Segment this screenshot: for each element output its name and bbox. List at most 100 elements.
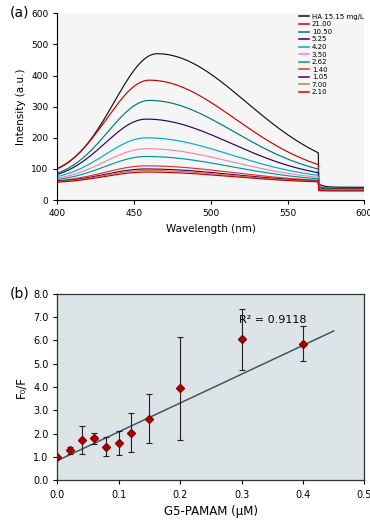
HA 15.15 mg/L xyxy=(261,113,265,119)
5.25 xyxy=(362,186,367,193)
4.20 xyxy=(237,154,241,161)
4.20 xyxy=(261,161,265,167)
5.25 xyxy=(261,154,265,160)
5.25 xyxy=(287,163,291,169)
1.05 xyxy=(55,178,60,184)
4.20 xyxy=(144,135,149,141)
21.00 xyxy=(287,149,291,156)
3.50 xyxy=(362,187,367,193)
Text: R² = 0.9118: R² = 0.9118 xyxy=(239,315,306,325)
2.10 xyxy=(195,171,199,177)
7.00 xyxy=(110,171,114,177)
Text: (a): (a) xyxy=(10,6,29,20)
1.05 xyxy=(144,166,149,172)
Legend: HA 15.15 mg/L, 21.00, 10.50, 5.25, 4.20, 3.50, 2.62, 1.40, 1.05, 7.00, 2.10: HA 15.15 mg/L, 21.00, 10.50, 5.25, 4.20,… xyxy=(299,14,364,95)
Line: 3.50: 3.50 xyxy=(57,149,364,190)
10.50 xyxy=(195,109,199,115)
2.10 xyxy=(261,176,265,182)
21.00 xyxy=(134,81,138,88)
4.20 xyxy=(134,136,138,142)
5.25 xyxy=(134,118,138,124)
3.50 xyxy=(195,151,199,157)
3.50 xyxy=(287,171,291,177)
2.62 xyxy=(144,153,149,159)
21.00 xyxy=(261,135,265,141)
1.40 xyxy=(110,167,114,174)
4.20 xyxy=(362,186,367,193)
10.50 xyxy=(55,170,60,176)
2.62 xyxy=(134,154,138,161)
2.10 xyxy=(362,187,367,194)
5.25 xyxy=(110,134,114,140)
HA 15.15 mg/L xyxy=(237,93,241,99)
10.50 xyxy=(287,156,291,163)
1.40 xyxy=(261,173,265,179)
7.00 xyxy=(55,178,60,185)
10.50 xyxy=(134,101,138,108)
Line: 1.40: 1.40 xyxy=(57,166,364,191)
3.50 xyxy=(237,161,241,167)
1.05 xyxy=(195,168,199,174)
5.25 xyxy=(237,144,241,150)
1.05 xyxy=(287,176,291,183)
7.00 xyxy=(134,168,138,174)
1.05 xyxy=(237,172,241,178)
HA 15.15 mg/L xyxy=(110,103,114,110)
21.00 xyxy=(237,118,241,125)
HA 15.15 mg/L xyxy=(55,165,60,172)
5.25 xyxy=(144,116,149,122)
X-axis label: G5-PAMAM (μM): G5-PAMAM (μM) xyxy=(164,505,258,518)
7.00 xyxy=(287,177,291,183)
3.50 xyxy=(144,146,149,152)
1.40 xyxy=(55,177,60,184)
2.10 xyxy=(134,169,138,176)
HA 15.15 mg/L xyxy=(362,184,367,191)
2.62 xyxy=(55,176,60,183)
2.10 xyxy=(144,169,149,175)
3.50 xyxy=(261,166,265,172)
21.00 xyxy=(195,91,199,97)
10.50 xyxy=(110,124,114,130)
HA 15.15 mg/L xyxy=(134,64,138,71)
HA 15.15 mg/L xyxy=(155,51,159,57)
7.00 xyxy=(195,169,199,176)
10.50 xyxy=(362,186,367,192)
21.00 xyxy=(362,185,367,192)
Line: 10.50: 10.50 xyxy=(57,100,364,189)
Line: 5.25: 5.25 xyxy=(57,119,364,190)
7.00 xyxy=(237,173,241,180)
2.62 xyxy=(261,169,265,175)
Line: 1.05: 1.05 xyxy=(57,169,364,191)
2.62 xyxy=(237,165,241,171)
2.62 xyxy=(287,173,291,179)
10.50 xyxy=(147,97,152,103)
7.00 xyxy=(362,187,367,194)
Line: 7.00: 7.00 xyxy=(57,171,364,191)
3.50 xyxy=(55,175,60,181)
2.62 xyxy=(110,161,114,167)
1.40 xyxy=(195,165,199,172)
Line: 4.20: 4.20 xyxy=(57,138,364,190)
Line: 2.10: 2.10 xyxy=(57,172,364,191)
7.00 xyxy=(261,175,265,181)
4.20 xyxy=(195,142,199,148)
X-axis label: Wavelength (nm): Wavelength (nm) xyxy=(166,224,256,234)
5.25 xyxy=(195,126,199,133)
1.40 xyxy=(287,175,291,182)
HA 15.15 mg/L xyxy=(195,62,199,69)
2.62 xyxy=(362,187,367,193)
21.00 xyxy=(55,166,60,172)
7.00 xyxy=(144,167,149,174)
Y-axis label: F₀/F: F₀/F xyxy=(14,376,27,398)
2.10 xyxy=(287,177,291,184)
4.20 xyxy=(55,173,60,180)
1.05 xyxy=(362,187,367,194)
HA 15.15 mg/L xyxy=(287,133,291,139)
1.05 xyxy=(134,166,138,173)
10.50 xyxy=(261,145,265,151)
21.00 xyxy=(147,77,152,83)
1.40 xyxy=(237,170,241,176)
Text: (b): (b) xyxy=(10,286,30,300)
1.40 xyxy=(134,163,138,169)
2.10 xyxy=(237,174,241,180)
